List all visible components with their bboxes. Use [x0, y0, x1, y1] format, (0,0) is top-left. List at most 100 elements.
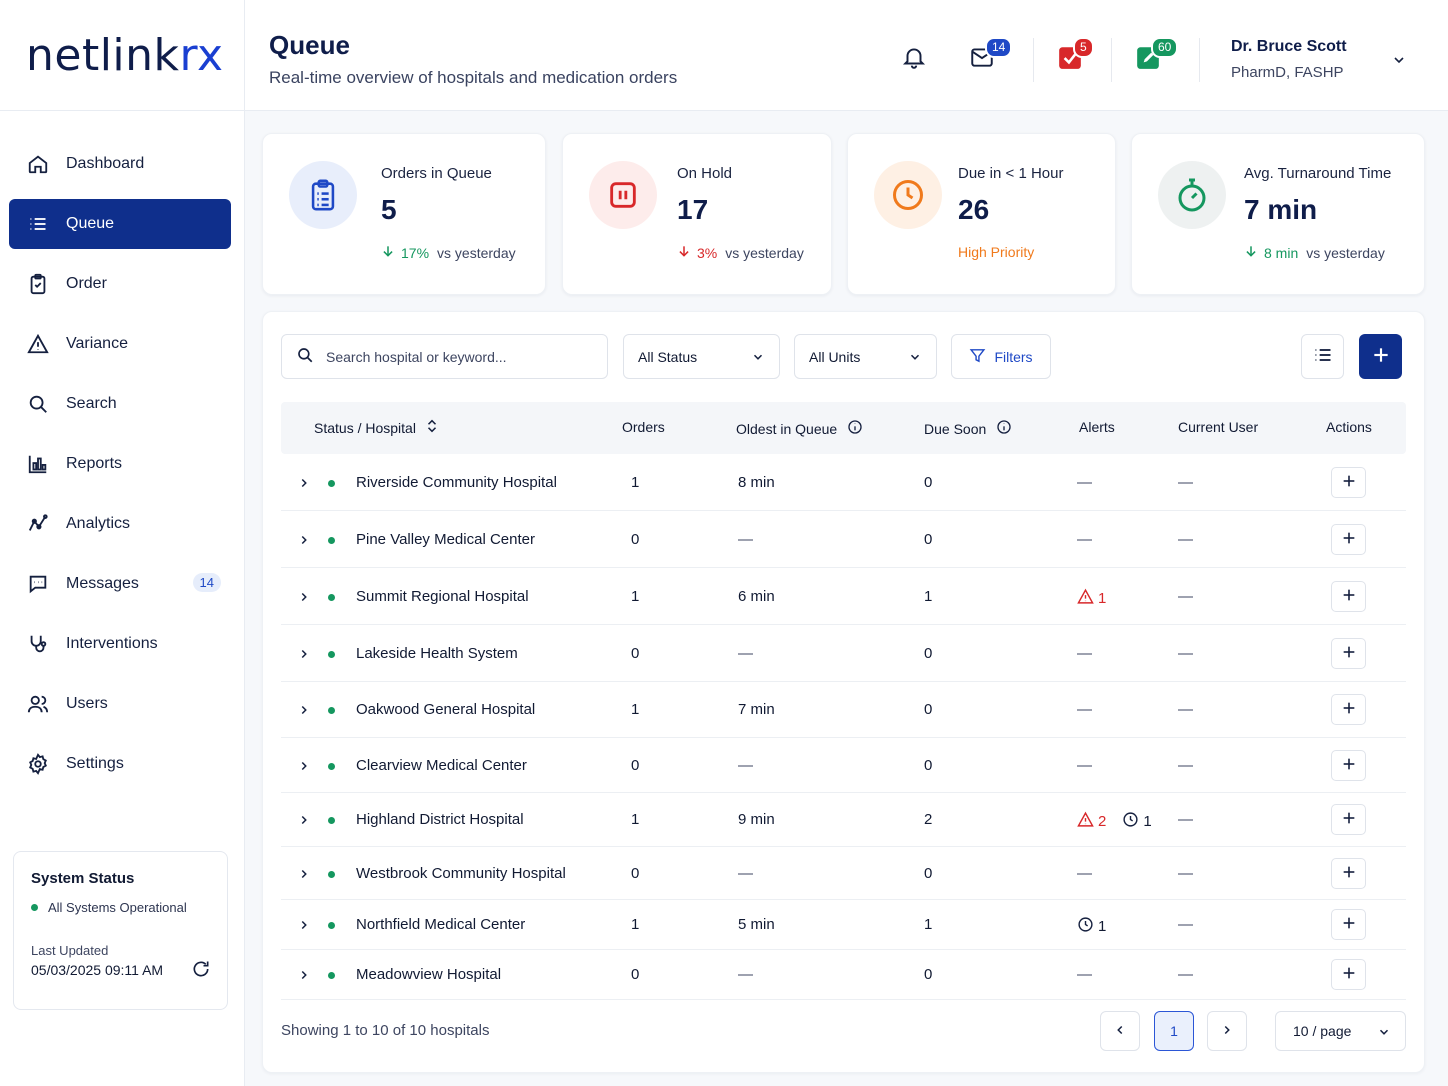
user-name[interactable]: Dr. Bruce Scott — [1231, 38, 1347, 55]
search-input[interactable] — [326, 348, 586, 365]
table-row[interactable]: Pine Valley Medical Center 0 — 0 — — — [281, 511, 1406, 568]
queue-panel: All Status All Units Filters Status / Ho… — [262, 311, 1425, 1073]
expand-chevron-icon[interactable] — [297, 703, 311, 721]
add-button[interactable] — [1359, 334, 1402, 379]
oldest-in-queue: — — [738, 966, 753, 983]
hospital-name[interactable]: Pine Valley Medical Center — [356, 531, 535, 548]
per-page-select[interactable]: 10 / page — [1275, 1011, 1406, 1051]
column-header-label: Due Soon — [924, 420, 987, 437]
table-row[interactable]: Northfield Medical Center 1 5 min 1 1 — — [281, 900, 1406, 950]
expand-chevron-icon[interactable] — [297, 533, 311, 551]
alerts-cell: 1 — [1077, 588, 1122, 609]
row-add-button[interactable] — [1331, 959, 1366, 990]
sidebar-item-search[interactable]: Search — [9, 379, 231, 429]
row-add-button[interactable] — [1331, 524, 1366, 555]
hospital-name[interactable]: Highland District Hospital — [356, 811, 524, 828]
expand-chevron-icon[interactable] — [297, 867, 311, 885]
home-icon — [26, 152, 50, 176]
sidebar-item-queue[interactable]: Queue — [9, 199, 231, 249]
next-page-button[interactable] — [1207, 1011, 1247, 1051]
plus-icon — [1341, 700, 1357, 720]
mail-button[interactable]: 14 — [967, 37, 1013, 74]
pause-icon — [589, 161, 657, 229]
search-box[interactable] — [281, 334, 608, 379]
sidebar-item-settings[interactable]: Settings — [9, 739, 231, 789]
row-add-button[interactable] — [1331, 694, 1366, 725]
hospital-name[interactable]: Clearview Medical Center — [356, 757, 527, 774]
sidebar-item-reports[interactable]: Reports — [9, 439, 231, 489]
info-icon[interactable] — [837, 419, 863, 438]
warning-icon — [1077, 811, 1098, 832]
sidebar-item-users[interactable]: Users — [9, 679, 231, 729]
due-soon-count: 0 — [924, 645, 933, 662]
table-row[interactable]: Clearview Medical Center 0 — 0 — — — [281, 738, 1406, 793]
column-header-label: Status / Hospital — [314, 419, 416, 436]
top-header: Queue Real-time overview of hospitals an… — [245, 0, 1448, 111]
sidebar-item-interventions[interactable]: Interventions — [9, 619, 231, 669]
row-add-button[interactable] — [1331, 909, 1366, 940]
table-row[interactable]: Lakeside Health System 0 — 0 — — — [281, 625, 1406, 682]
orders-count: 1 — [631, 916, 640, 933]
info-icon[interactable] — [986, 419, 1012, 438]
hospital-name[interactable]: Meadowview Hospital — [356, 966, 502, 983]
page-button-current[interactable]: 1 — [1154, 1011, 1194, 1051]
sidebar-item-label: Interventions — [66, 635, 158, 652]
plus-icon — [1341, 810, 1357, 830]
logo[interactable]: netlinkrx — [0, 0, 244, 111]
bell-icon — [901, 44, 927, 74]
row-add-button[interactable] — [1331, 467, 1366, 498]
sidebar-item-dashboard[interactable]: Dashboard — [9, 139, 231, 189]
hospital-name[interactable]: Oakwood General Hospital — [356, 701, 536, 718]
arrow-down-icon — [1244, 244, 1258, 261]
header-divider — [1199, 38, 1200, 82]
hospital-name[interactable]: Northfield Medical Center — [356, 916, 526, 933]
row-add-button[interactable] — [1331, 858, 1366, 889]
table-row[interactable]: Westbrook Community Hospital 0 — 0 — — — [281, 847, 1406, 900]
table-row[interactable]: Highland District Hospital 1 9 min 2 2 1— — [281, 793, 1406, 847]
chevron-down-icon — [1377, 1025, 1391, 1042]
expand-chevron-icon[interactable] — [297, 968, 311, 986]
table-row[interactable]: Oakwood General Hospital 1 7 min 0 — — — [281, 682, 1406, 738]
last-updated-time: 05/03/2025 09:11 AM — [31, 962, 164, 978]
hospital-name[interactable]: Westbrook Community Hospital — [356, 865, 566, 882]
expand-chevron-icon[interactable] — [297, 590, 311, 608]
units-select[interactable]: All Units — [794, 334, 937, 379]
current-user: — — [1178, 645, 1193, 662]
warning-count: 2 — [1098, 813, 1107, 830]
refresh-icon[interactable] — [191, 959, 211, 983]
status-select[interactable]: All Status — [623, 334, 780, 379]
row-add-button[interactable] — [1331, 638, 1366, 669]
due-soon-count: 1 — [924, 588, 933, 605]
column-header-hospital[interactable]: Status / Hospital — [314, 419, 438, 436]
table-row[interactable]: Meadowview Hospital 0 — 0 — — — [281, 950, 1406, 1000]
list-view-button[interactable] — [1301, 334, 1344, 379]
sidebar-item-analytics[interactable]: Analytics — [9, 499, 231, 549]
row-add-button[interactable] — [1331, 750, 1366, 781]
sidebar-item-messages[interactable]: Messages 14 — [9, 559, 231, 609]
sidebar-item-order[interactable]: Order — [9, 259, 231, 309]
plus-icon — [1341, 864, 1357, 884]
tasks-button[interactable]: 5 — [1055, 37, 1094, 74]
due-soon-count: 2 — [924, 811, 933, 828]
sidebar-item-variance[interactable]: Variance — [9, 319, 231, 369]
expand-chevron-icon[interactable] — [297, 759, 311, 777]
hospital-name[interactable]: Riverside Community Hospital — [356, 474, 557, 491]
sort-icon — [416, 419, 438, 436]
alerts-cell: — — [1077, 474, 1092, 491]
row-add-button[interactable] — [1331, 804, 1366, 835]
expand-chevron-icon[interactable] — [297, 813, 311, 831]
notes-button[interactable]: 60 — [1133, 37, 1179, 74]
notifications-button[interactable] — [899, 44, 929, 74]
expand-chevron-icon[interactable] — [297, 476, 311, 494]
hospital-name[interactable]: Lakeside Health System — [356, 645, 518, 662]
expand-chevron-icon[interactable] — [297, 918, 311, 936]
table-row[interactable]: Summit Regional Hospital 1 6 min 1 1 — — [281, 568, 1406, 625]
table-row[interactable]: Riverside Community Hospital 1 8 min 0 — — — [281, 454, 1406, 511]
expand-chevron-icon[interactable] — [297, 647, 311, 665]
chevron-down-icon[interactable] — [1391, 52, 1407, 72]
current-user: — — [1178, 531, 1193, 548]
row-add-button[interactable] — [1331, 581, 1366, 612]
prev-page-button[interactable] — [1100, 1011, 1140, 1051]
hospital-name[interactable]: Summit Regional Hospital — [356, 588, 529, 605]
filters-button[interactable]: Filters — [951, 334, 1051, 379]
